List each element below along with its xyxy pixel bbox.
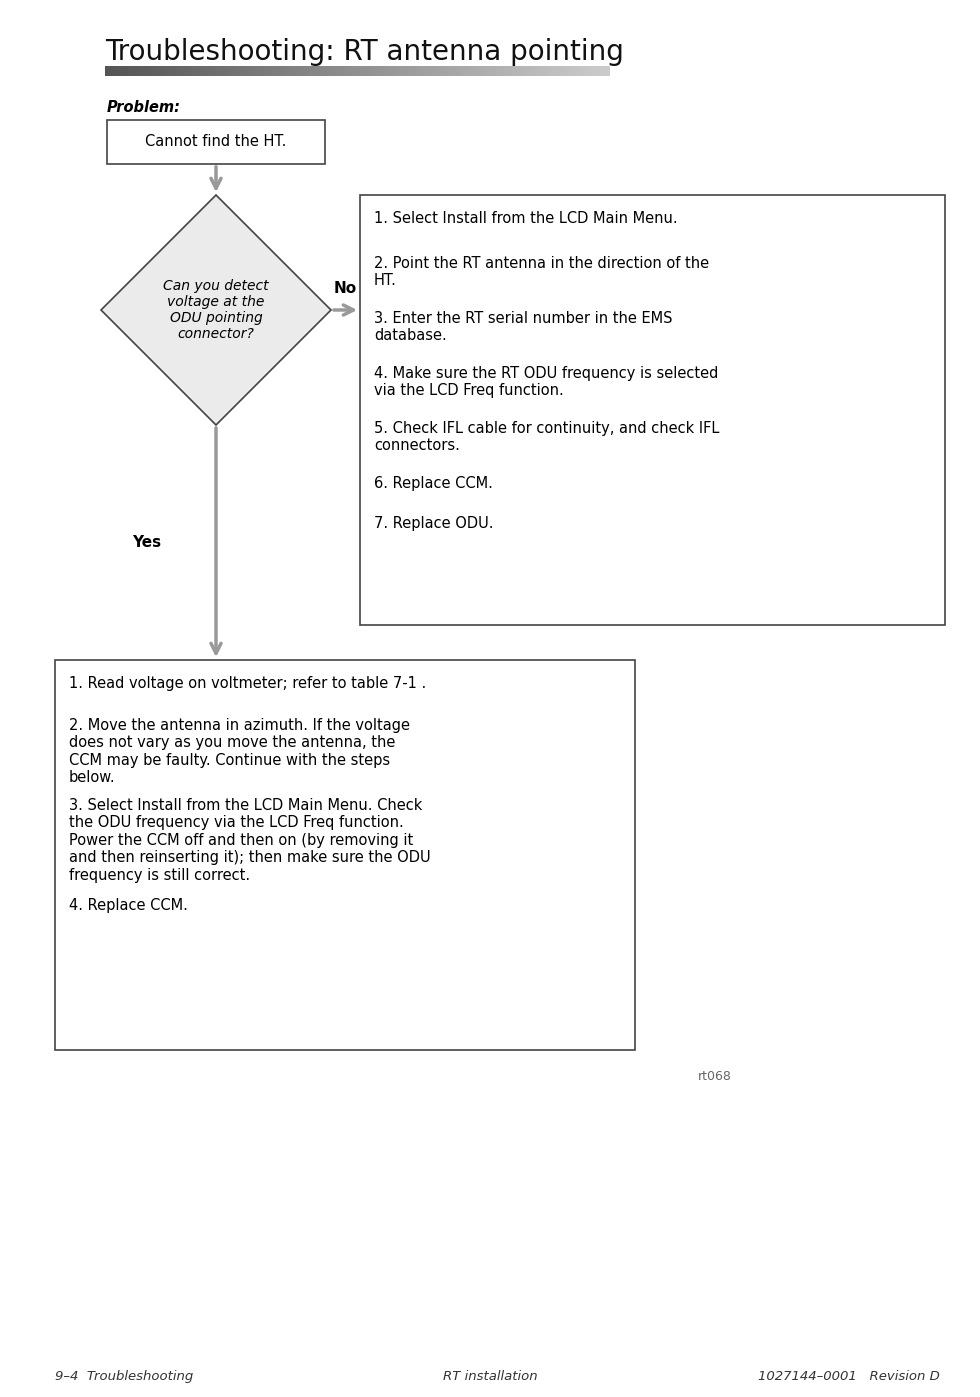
Text: Yes: Yes (132, 535, 161, 550)
Text: No: No (334, 281, 357, 296)
Text: 1027144–0001   Revision D: 1027144–0001 Revision D (759, 1370, 940, 1383)
Text: 3. Select Install from the LCD Main Menu. Check
the ODU frequency via the LCD Fr: 3. Select Install from the LCD Main Menu… (69, 798, 430, 883)
Text: 2. Point the RT antenna in the direction of the
HT.: 2. Point the RT antenna in the direction… (374, 256, 710, 288)
Text: 3. Enter the RT serial number in the EMS
database.: 3. Enter the RT serial number in the EMS… (374, 312, 672, 344)
Text: 9–4  Troubleshooting: 9–4 Troubleshooting (55, 1370, 193, 1383)
Text: Cannot find the HT.: Cannot find the HT. (145, 134, 287, 149)
Text: Can you detect
voltage at the
ODU pointing
connector?: Can you detect voltage at the ODU pointi… (164, 278, 269, 341)
Text: 1. Read voltage on voltmeter; refer to table 7-1 .: 1. Read voltage on voltmeter; refer to t… (69, 676, 426, 692)
Text: 6. Replace CCM.: 6. Replace CCM. (374, 476, 493, 490)
Text: 5. Check IFL cable for continuity, and check IFL
connectors.: 5. Check IFL cable for continuity, and c… (374, 420, 719, 454)
Text: 1. Select Install from the LCD Main Menu.: 1. Select Install from the LCD Main Menu… (374, 211, 677, 226)
Text: rt068: rt068 (698, 1070, 732, 1083)
Text: Problem:: Problem: (107, 101, 181, 115)
Text: 4. Make sure the RT ODU frequency is selected
via the LCD Freq function.: 4. Make sure the RT ODU frequency is sel… (374, 366, 718, 398)
Text: RT installation: RT installation (443, 1370, 537, 1383)
Text: 2. Move the antenna in azimuth. If the voltage
does not vary as you move the ant: 2. Move the antenna in azimuth. If the v… (69, 718, 410, 785)
Text: Troubleshooting: RT antenna pointing: Troubleshooting: RT antenna pointing (105, 38, 624, 66)
Text: 4. Replace CCM.: 4. Replace CCM. (69, 898, 188, 914)
Bar (55, 659, 635, 1051)
Bar (360, 196, 945, 624)
Text: 7. Replace ODU.: 7. Replace ODU. (374, 515, 494, 531)
Bar (107, 120, 325, 163)
Polygon shape (101, 196, 331, 425)
